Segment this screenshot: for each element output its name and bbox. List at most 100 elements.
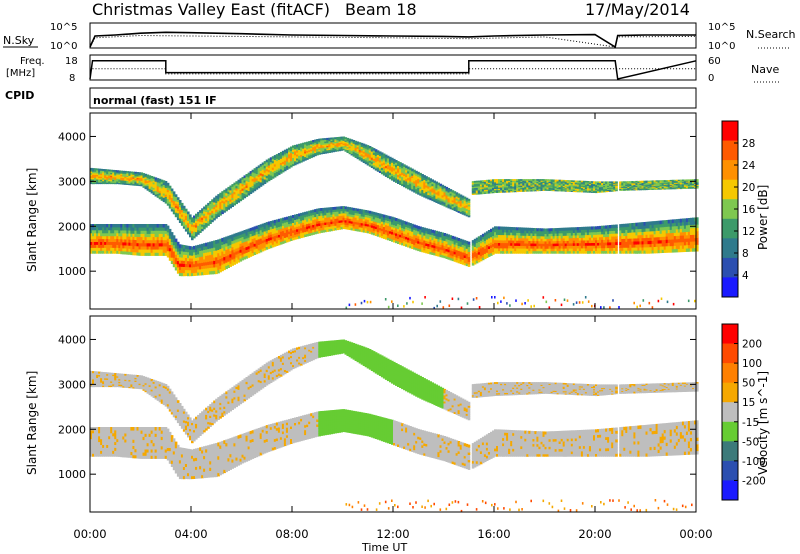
heat-cell xyxy=(271,165,275,168)
heat-cell xyxy=(326,226,329,230)
heat-cell xyxy=(298,143,301,147)
heat-cell xyxy=(160,189,164,193)
heat-cell xyxy=(154,252,158,256)
heat-cell xyxy=(285,163,289,166)
heat-cell xyxy=(114,224,117,228)
heat-cell xyxy=(182,266,186,271)
heat-cell xyxy=(142,239,146,244)
heat-cell xyxy=(98,174,101,177)
heat-cell xyxy=(352,223,356,227)
heat-cell xyxy=(120,224,123,228)
heat-cell xyxy=(283,217,287,221)
heat-cell xyxy=(152,189,156,192)
heat-cell xyxy=(467,241,471,245)
heat-cell xyxy=(342,206,346,209)
heat-cell xyxy=(290,156,293,160)
heat-cell xyxy=(211,267,214,272)
heat-cell xyxy=(386,235,390,238)
heat-cell xyxy=(401,165,404,169)
heat-cell xyxy=(413,234,416,238)
heat-cell xyxy=(164,236,168,241)
heat-cell xyxy=(96,176,99,178)
heat-cell xyxy=(352,207,356,211)
heat-cell xyxy=(296,233,299,237)
heat-cell xyxy=(257,236,261,240)
heat-cell xyxy=(176,206,180,209)
heat-cell xyxy=(229,247,232,252)
heat-cell xyxy=(380,165,384,168)
heat-cell xyxy=(348,209,352,213)
heat-cell xyxy=(348,207,352,210)
heat-cell xyxy=(386,230,390,234)
heat-cell xyxy=(259,229,263,234)
heat-cell xyxy=(189,272,192,277)
heat-cell xyxy=(344,145,348,148)
heat-cell xyxy=(399,175,402,179)
heat-cell xyxy=(320,220,323,224)
heat-cell xyxy=(300,222,303,226)
heat-cell xyxy=(259,181,263,185)
heat-cell xyxy=(217,249,220,254)
heat-cell xyxy=(174,254,178,258)
heat-cell xyxy=(152,187,156,190)
heat-cell xyxy=(253,232,257,236)
heat-cell xyxy=(104,173,107,176)
heat-cell xyxy=(279,158,283,161)
heat-cell xyxy=(417,189,420,193)
heat-cell xyxy=(316,220,319,224)
heat-cell xyxy=(267,158,271,162)
heat-cell xyxy=(316,151,319,154)
heat-cell xyxy=(285,226,289,230)
heat-cell xyxy=(201,271,204,276)
heat-cell xyxy=(382,214,386,218)
heat-cell xyxy=(166,194,170,197)
heat-cell xyxy=(324,144,327,147)
heat-cell xyxy=(94,247,97,251)
heat-cell xyxy=(189,266,192,271)
heat-cell xyxy=(275,167,279,170)
heat-cell xyxy=(334,142,337,145)
heat-cell xyxy=(116,244,119,248)
heat-cell xyxy=(172,211,176,215)
heat-cell xyxy=(292,232,295,236)
heat-cell xyxy=(120,178,123,181)
heat-cell xyxy=(409,240,412,244)
heat-cell xyxy=(156,193,160,196)
heat-cell xyxy=(229,203,232,207)
heat-cell xyxy=(106,247,109,251)
heat-cell xyxy=(409,174,412,177)
heat-cell xyxy=(126,227,129,231)
heat-cell xyxy=(227,245,230,249)
heat-cell xyxy=(362,211,366,215)
heat-cell xyxy=(160,246,164,250)
heat-cell xyxy=(382,162,386,165)
heat-cell xyxy=(328,223,331,227)
heat-cell xyxy=(372,221,376,224)
heat-cell xyxy=(374,224,378,227)
heat-cell xyxy=(409,228,412,231)
heat-cell xyxy=(124,239,127,243)
heat-cell xyxy=(142,180,146,183)
heat-cell xyxy=(283,149,287,153)
heat-cell xyxy=(92,224,95,228)
heat-cell xyxy=(368,146,372,149)
heat-cell xyxy=(273,157,277,160)
heat-cell xyxy=(207,248,210,253)
heat-cell xyxy=(374,233,378,236)
heat-cell xyxy=(411,236,414,240)
heat-cell xyxy=(102,170,105,173)
heat-cell xyxy=(241,236,245,240)
heat-cell xyxy=(294,152,297,156)
heat-cell xyxy=(393,158,396,162)
heat-cell xyxy=(225,259,228,263)
heat-cell xyxy=(330,149,333,152)
heat-cell xyxy=(122,230,125,234)
heat-cell xyxy=(207,223,210,226)
heat-cell xyxy=(255,228,259,232)
heat-cell xyxy=(312,222,315,225)
heat-cell xyxy=(100,171,103,174)
heat-cell xyxy=(382,155,386,159)
heat-cell xyxy=(182,257,186,261)
heat-cell xyxy=(102,179,105,182)
heat-cell xyxy=(340,139,344,142)
